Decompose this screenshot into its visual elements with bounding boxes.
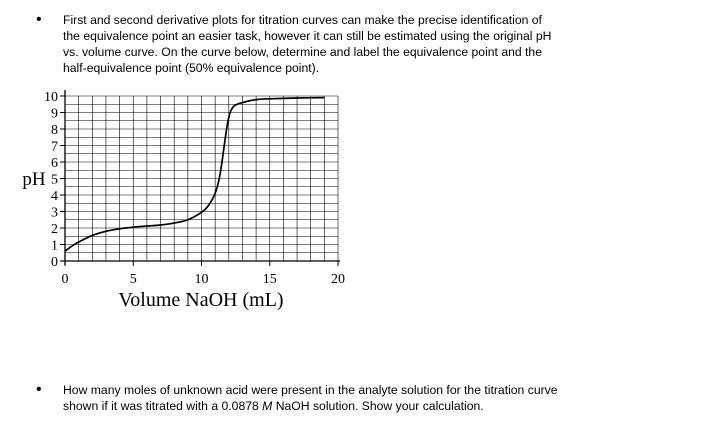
x-tick-label: 20: [331, 272, 345, 287]
chart-axes: [60, 90, 340, 266]
x-axis-label: Volume NaOH (mL): [118, 289, 283, 311]
y-tick-label: 1: [51, 239, 58, 254]
y-tick-label: 4: [51, 189, 58, 204]
question-2-text: How many moles of unknown acid were pres…: [63, 382, 558, 414]
y-tick-label: 10: [44, 90, 58, 105]
titration-curve-line: [64, 96, 325, 252]
question-1-text: First and second derivative plots for ti…: [63, 12, 551, 76]
question-2-line-2: shown if it was titrated with a 0.0878 M…: [63, 398, 558, 414]
y-tick-label: 8: [51, 123, 58, 138]
chart-grid: [64, 95, 339, 262]
question-1-line-3: vs. volume curve. On the curve below, de…: [63, 45, 542, 59]
x-tick-label: 15: [263, 272, 277, 287]
molarity-unit: M: [262, 399, 273, 413]
y-tick-label: 6: [51, 156, 58, 171]
question-2-line-2-end: NaOH solution. Show your calculation.: [272, 399, 484, 413]
y-tick-label: 7: [51, 140, 58, 155]
bullet-2: •: [36, 381, 42, 398]
y-tick-label: 9: [51, 107, 58, 122]
question-1-line-4: half-equivalence point (50% equivalence …: [63, 61, 320, 75]
y-tick-label: 0: [51, 255, 58, 270]
question-2-line-2-start: shown if it was titrated with a 0.0878: [63, 399, 263, 413]
y-axis-label: pH: [22, 169, 46, 190]
x-tick-label: 10: [195, 272, 209, 287]
y-tick-label: 2: [51, 222, 58, 237]
y-tick-label: 3: [51, 206, 58, 221]
chart-series: [64, 96, 325, 252]
question-1-line-1: First and second derivative plots for ti…: [63, 13, 542, 27]
x-tick-label: 5: [130, 272, 137, 287]
question-2-line-1: How many moles of unknown acid were pres…: [63, 383, 558, 397]
question-1-line-2: the equivalence point an easier task, ho…: [63, 29, 552, 43]
x-tick-label: 0: [62, 272, 69, 287]
y-tick-label: 5: [51, 173, 58, 188]
bullet-1: •: [36, 11, 42, 28]
